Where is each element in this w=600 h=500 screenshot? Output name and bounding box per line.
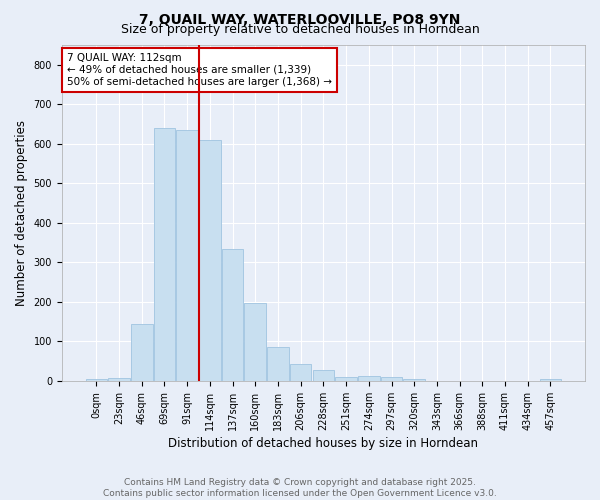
- Bar: [290, 364, 311, 381]
- Text: 7, QUAIL WAY, WATERLOOVILLE, PO8 9YN: 7, QUAIL WAY, WATERLOOVILLE, PO8 9YN: [139, 12, 461, 26]
- X-axis label: Distribution of detached houses by size in Horndean: Distribution of detached houses by size …: [169, 437, 478, 450]
- Bar: [267, 348, 289, 381]
- Bar: [358, 376, 380, 381]
- Bar: [539, 380, 561, 381]
- Bar: [131, 324, 152, 381]
- Bar: [313, 370, 334, 381]
- Bar: [154, 128, 175, 381]
- Bar: [176, 130, 198, 381]
- Text: Size of property relative to detached houses in Horndean: Size of property relative to detached ho…: [121, 22, 479, 36]
- Text: 7 QUAIL WAY: 112sqm
← 49% of detached houses are smaller (1,339)
50% of semi-det: 7 QUAIL WAY: 112sqm ← 49% of detached ho…: [67, 54, 332, 86]
- Y-axis label: Number of detached properties: Number of detached properties: [15, 120, 28, 306]
- Bar: [335, 377, 357, 381]
- Bar: [381, 378, 402, 381]
- Bar: [86, 379, 107, 381]
- Text: Contains HM Land Registry data © Crown copyright and database right 2025.
Contai: Contains HM Land Registry data © Crown c…: [103, 478, 497, 498]
- Bar: [244, 302, 266, 381]
- Bar: [199, 140, 221, 381]
- Bar: [403, 379, 425, 381]
- Bar: [222, 248, 244, 381]
- Bar: [108, 378, 130, 381]
